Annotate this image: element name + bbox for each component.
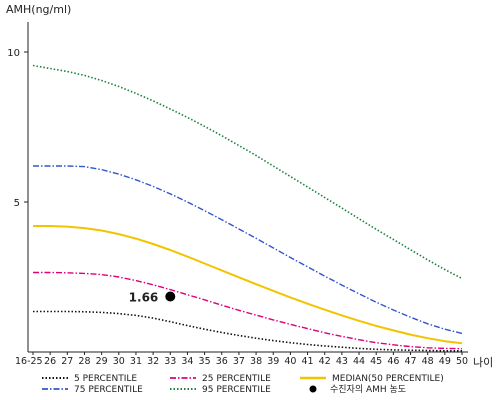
legend: 5 PERCENTILE 25 PERCENTILE MEDIAN(50 PERCE…: [42, 374, 444, 395]
x-tick-label: 42: [319, 356, 331, 367]
legend-label: 수진자의 AMH 농도: [330, 384, 406, 395]
x-tick-label: 49: [439, 356, 451, 367]
x-tick-label: 43: [336, 356, 348, 367]
x-ticks: 16-25 26 27 28 29 30 31 32 33 34 35 36 37 38 39 40 41 42 4…: [15, 352, 468, 367]
x-tick-label: 27: [61, 356, 73, 367]
x-tick-label: 45: [370, 356, 382, 367]
x-tick-label: 48: [422, 356, 434, 367]
series-line-95-percentile: [32, 64, 463, 280]
x-tick-label: 16-25: [15, 356, 43, 367]
x-tick-label: 34: [181, 356, 193, 367]
x-tick-label: 28: [78, 356, 90, 367]
highlight-group: 1.66: [129, 291, 176, 305]
y-tick-label: 5: [14, 198, 20, 209]
x-tick-label: 36: [216, 356, 228, 367]
highlight-label: 1.66: [129, 291, 159, 305]
legend-highlight-marker: [309, 385, 317, 393]
x-tick-label: 41: [302, 356, 314, 367]
x-tick-label: 37: [233, 356, 245, 367]
legend-label: 5 PERCENTILE: [74, 374, 137, 384]
x-tick-label: 31: [130, 356, 142, 367]
legend-label: 95 PERCENTILE: [202, 385, 271, 395]
series-line-5-percentile: [33, 310, 462, 352]
x-tick-label: 32: [147, 356, 159, 367]
x-tick-label: 50: [456, 356, 468, 367]
x-tick-label: 33: [164, 356, 176, 367]
x-tick-label: 30: [113, 356, 125, 367]
series-line-75-percentile: [33, 165, 463, 335]
x-axis-label: 나이: [473, 356, 493, 369]
x-tick-label: 29: [96, 356, 108, 367]
y-axis-label: AMH(ng/ml): [6, 3, 71, 16]
highlight-point: [165, 291, 176, 302]
series-lines: [32, 64, 463, 352]
series-line-25-percentile: [33, 271, 463, 350]
x-tick-label: 39: [267, 356, 279, 367]
x-tick-label: 47: [404, 356, 416, 367]
x-tick-label: 38: [250, 356, 262, 367]
x-tick-label: 35: [199, 356, 211, 367]
legend-label: 25 PERCENTILE: [202, 374, 271, 384]
legend-label: MEDIAN(50 PERCENTILE): [332, 374, 444, 384]
x-tick-label: 44: [353, 356, 365, 367]
x-tick-label: 46: [387, 356, 399, 367]
series-line-median-50-percentile: [33, 225, 463, 345]
y-tick-label: 10: [7, 48, 20, 59]
x-tick-label: 26: [44, 356, 56, 367]
legend-label: 75 PERCENTILE: [74, 385, 143, 395]
x-tick-label: 40: [284, 356, 296, 367]
y-ticks: 5 10: [7, 48, 28, 209]
